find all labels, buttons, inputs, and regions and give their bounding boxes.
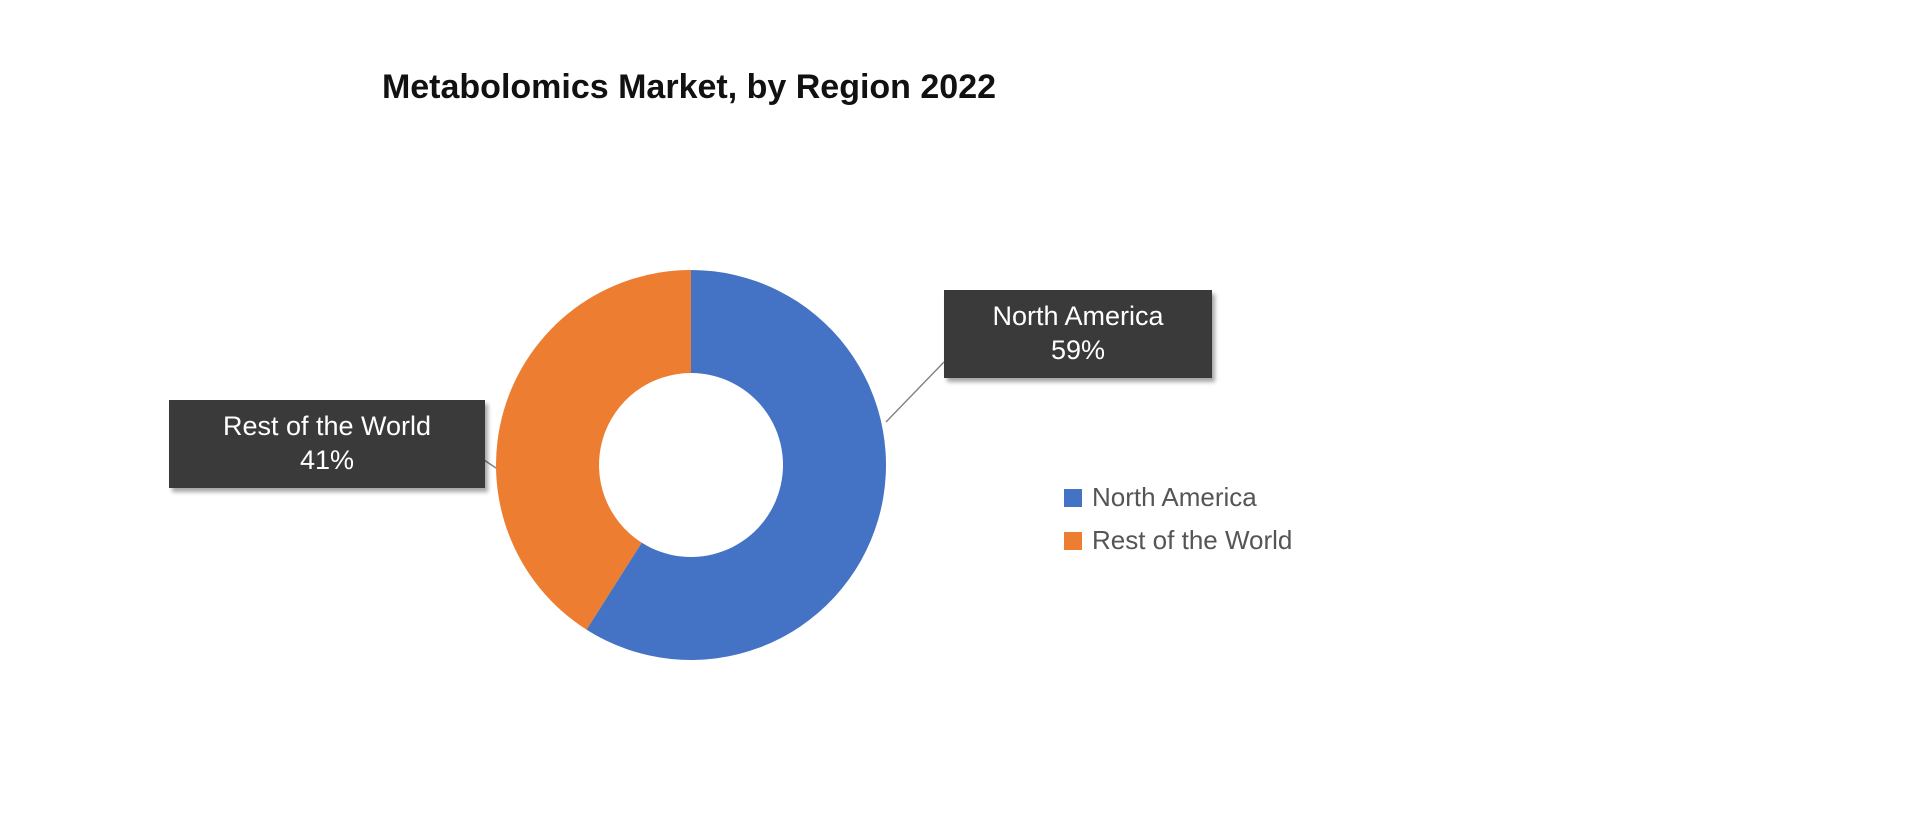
legend-swatch: [1064, 489, 1082, 507]
legend-label: North America: [1092, 482, 1257, 513]
legend-label: Rest of the World: [1092, 525, 1292, 556]
callout-label: North America: [962, 300, 1194, 334]
leader-line: [886, 362, 944, 422]
callout-label: Rest of the World: [187, 410, 467, 444]
legend-swatch: [1064, 532, 1082, 550]
callout-value: 59%: [962, 334, 1194, 368]
legend: North America Rest of the World: [1064, 482, 1292, 568]
data-callout: Rest of the World41%: [169, 400, 485, 488]
legend-item: Rest of the World: [1064, 525, 1292, 556]
data-callout: North America59%: [944, 290, 1212, 378]
chart-container: Metabolomics Market, by Region 2022 Nort…: [0, 0, 1920, 818]
legend-item: North America: [1064, 482, 1292, 513]
callout-value: 41%: [187, 444, 467, 478]
